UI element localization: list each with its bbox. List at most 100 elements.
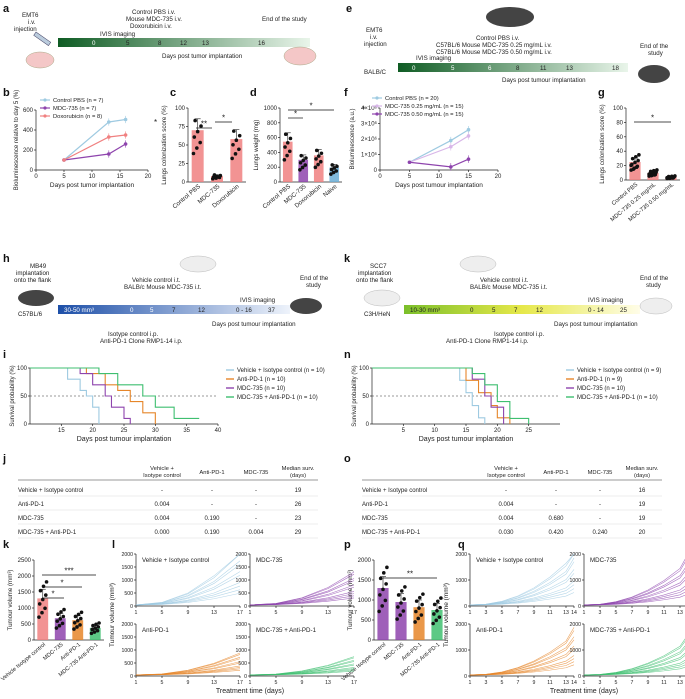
panel-letter-b: b [3,87,10,99]
data-point [377,609,381,614]
data-point [123,117,128,122]
tumour-growth-line [583,561,685,606]
data-point [419,613,424,617]
data-point [420,602,424,607]
y-tick-label: 1000 [18,606,32,612]
data-point [466,127,471,132]
chart-k: 0 500 1000 1500 2000 2500 Tumour volume (mm³) V… [0,558,104,683]
black-mouse-icon [290,298,322,314]
imaging-label: IVIS imaging [416,55,452,62]
end-label-line1: End of the [300,275,329,282]
subplot-title: Anti-PD-1 [142,627,169,634]
tumour-growth-line [469,661,575,676]
data-point [89,631,94,636]
data-point [43,593,48,597]
tumour-growth-line [469,553,575,606]
panel-letter-c: c [170,87,176,99]
panel-letter-l: l [112,539,115,551]
top-treatment-line1: Vehicle control i.t. [132,277,181,284]
x-tick-label: 17 [237,680,243,686]
x-tick-label: 1 [249,610,252,616]
data-point [40,597,45,602]
day-0: 0 [412,65,416,72]
size-label: 10-30 mm³ [410,307,440,314]
mouse-icon [25,51,55,69]
data-point [634,165,639,170]
x-axis-label: Treatment time (days) [550,688,618,695]
y-tick-label: 1000 [569,578,581,584]
data-point [72,620,77,625]
y-tick-label: 3×10⁶ [361,121,378,128]
table-cell: - [599,488,601,494]
x-tick-label: 5 [408,174,412,180]
bar [377,588,389,640]
day-11: 11 [540,65,547,72]
y-tick-label: 500 [21,622,32,628]
end-label-line1: End of the [640,275,669,282]
white-mouse-icon [363,289,401,307]
end-label-line2: study [646,282,662,289]
day-0: 0 [92,40,96,47]
day-5: 5 [150,307,154,314]
data-point [301,158,306,163]
data-point [655,168,659,172]
table-cell: 0.190 [204,530,220,536]
y-axis-label: Lungs colonization score (%) [161,105,168,184]
syringe-icon [33,31,52,46]
table-header-cell: Vehicle + [494,466,518,472]
series-line [409,135,469,163]
data-point [417,606,421,610]
data-point [396,593,401,597]
data-point [416,616,421,621]
panel-letter-f: f [344,87,348,99]
data-point [212,173,217,177]
data-point [647,172,651,176]
data-point [449,165,453,169]
tumour-growth-line [469,645,575,676]
y-tick-label: 1500 [235,565,247,571]
data-point [93,626,98,630]
category-label: Vehicle Isotype control [0,642,47,683]
y-tick-label: 50 [178,143,185,149]
table-cell: 0.004 [498,516,514,522]
table-cell: Anti-PD-1 [362,502,389,508]
y-axis-label: Tumour volume (mm³) [443,583,450,647]
x-tick-label: 17 [351,610,357,616]
x-tick-label: 13 [563,680,569,686]
data-point [38,588,43,593]
table-cell: 20 [639,530,646,536]
top-treatment-line2: BALB/c Mouse MDC-735 i.t. [470,284,548,291]
data-point [298,167,302,172]
chart-b: 0 200 400 600 0 5 10 15 20 Bioluminescence relati… [14,90,152,190]
data-point [432,602,437,607]
day-6: 6 [488,65,492,72]
top-treatment-line1: Vehicle control i.t. [480,277,529,284]
treatment-line-2: Mouse MDC-735 i.v. [126,16,182,23]
series-line [409,129,469,163]
day-0: 0 [130,307,134,314]
data-point [285,140,290,145]
y-tick-label: 0 [274,180,278,186]
data-point [230,156,234,161]
y-tick-label: 0 [24,422,28,428]
size-label: 30-50 mm³ [64,307,94,314]
y-tick-label: 2000 [455,552,467,558]
data-point [283,132,288,136]
day-5: 5 [492,307,496,314]
data-point [192,135,197,139]
legend-label: Control PBS (n = 7) [53,98,103,104]
data-point [299,153,304,158]
x-tick-label: 15 [117,174,124,180]
panel-letter-p: p [344,539,351,551]
data-point [417,595,422,600]
data-point [92,630,97,634]
y-axis-label: Lungs colonization score (%) [599,104,606,183]
y-tick-label: 2000 [569,622,581,628]
y-tick-label: 0 [244,604,247,610]
table-cell: Vehicle + Isotype control [362,488,427,494]
end-label: End of the study [262,16,308,23]
data-point [385,565,389,570]
timeline-bar-h [58,305,290,314]
legend-label: MDC-735 (n = 10) [577,386,625,392]
